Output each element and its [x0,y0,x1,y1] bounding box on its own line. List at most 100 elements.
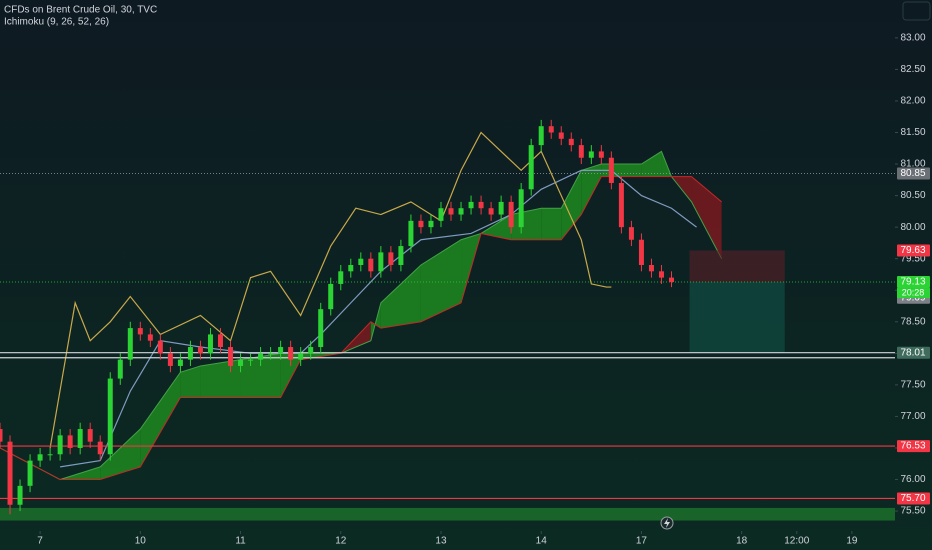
candle-body [498,201,504,215]
level-label: 78.01 [900,347,925,358]
y-tick-label: 77.00 [900,411,925,422]
cloud-segment [180,365,201,398]
cloud-span-b [0,176,722,481]
settings-button[interactable] [902,1,931,21]
candle-body [538,126,544,146]
candle-body [378,252,384,272]
countdown: 20:28 [902,287,925,297]
candle-body [428,220,434,228]
candle-body [388,252,394,265]
level-label-bg [897,492,930,505]
cloud-segment [561,170,582,240]
candle-body [338,271,344,284]
candle-body [258,353,264,360]
candle-body [528,145,534,190]
indicator-label: Ichimoku (9, 26, 52, 26) [4,17,109,28]
cloud-segment [511,208,542,240]
cloud-segment [581,164,602,215]
x-tick-label: 18 [736,536,748,547]
candle-body [117,359,123,379]
level-label-bg [897,167,930,180]
candle-body [398,246,404,265]
candle-body [348,265,354,272]
indicator-line [49,131,612,449]
x-tick-label: 11 [235,536,246,547]
x-tick-label: 13 [435,536,447,547]
y-tick-label: 76.00 [900,474,925,485]
candle-body [77,429,83,448]
candle-body [308,347,314,354]
candle-body [518,189,524,228]
cloud-segment [420,239,462,322]
cloud-segment [140,372,181,467]
cloud-segment [100,429,141,480]
axis-price-label-bg [897,244,930,257]
candle-body [318,309,324,348]
y-tick-label: 81.00 [900,159,925,170]
cloud-segment [481,214,512,240]
candle-body [248,359,254,361]
candle-body [157,340,163,354]
x-tick-label: 7 [37,536,43,547]
event-icon-bolt [664,518,670,528]
y-tick-label: 80.50 [900,190,925,201]
candle-body [628,227,634,240]
x-tick-label: 14 [536,536,548,547]
candle-body [97,441,103,455]
candle-body [177,359,183,366]
chart-title: CFDs on Brent Crude Oil, 30, TVC [4,5,157,16]
candle-body [669,277,675,283]
level-label: 76.53 [900,441,925,452]
level-label: 75.70 [900,493,925,504]
y-tick-label: 77.50 [900,380,925,391]
level-label-bg [897,440,930,453]
candle-body [228,347,234,366]
candle-body [408,220,414,247]
cloud-segment [691,176,722,259]
candle-body [17,485,23,505]
axis-price-label: 79.63 [900,245,925,256]
candle-body [217,334,223,348]
candle-body [618,182,624,228]
cloud-segment [380,265,421,329]
candle-body [418,220,424,228]
level-label: 79.13 [900,277,925,288]
y-tick-label: 80.00 [900,222,925,233]
candle-body [558,132,564,139]
y-tick-label: 82.00 [900,96,925,107]
x-tick-label: 10 [135,536,147,547]
level-label-bg [897,276,930,289]
y-tick-label: 78.50 [900,316,925,327]
candle-body [268,353,274,355]
position-stop [689,250,785,283]
candle-body [568,138,574,146]
candle-body [207,334,213,354]
candle-body [658,271,664,278]
x-tick-label: 19 [846,536,858,547]
candle-body [107,378,113,455]
candle-body [588,151,594,158]
position-target [689,282,785,353]
x-tick-label: 12 [335,536,347,547]
plot-area [0,119,895,521]
candle-body [288,347,294,360]
candle-body [37,454,43,461]
x-tick-label: 17 [636,536,648,547]
candle-body [608,157,614,183]
cloud-segment [641,151,662,177]
countdown-bg [897,288,930,299]
candle-body [147,334,153,341]
candle-body [468,201,474,209]
candle-body [328,283,334,310]
candle-body [87,429,93,442]
level-label-bg [897,346,930,359]
y-tick-label: 83.00 [900,32,925,43]
candle-body [548,126,554,133]
candle-body [127,328,133,360]
candle-body [488,208,494,215]
candle-body [7,441,13,505]
candle-body [57,435,63,455]
candle-body [47,454,53,456]
candle-body [187,347,193,360]
candle-body [638,239,644,265]
